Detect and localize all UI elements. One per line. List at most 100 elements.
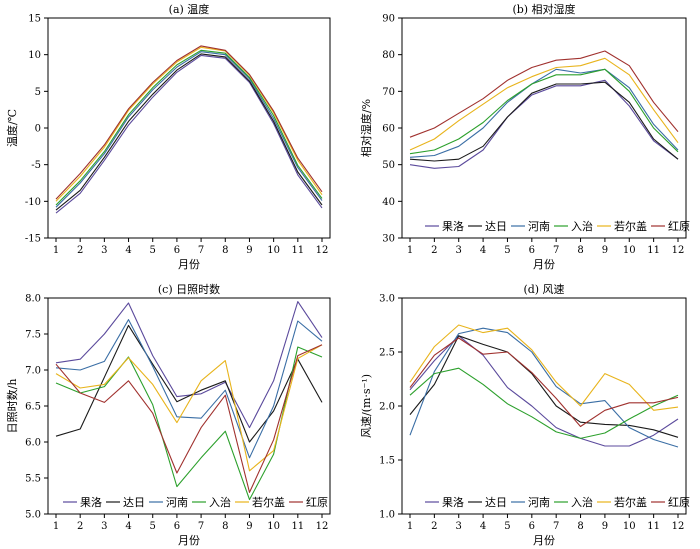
x-tick-label: 4 bbox=[125, 521, 131, 532]
x-tick-label: 9 bbox=[246, 521, 252, 532]
series-line-3 bbox=[55, 51, 323, 208]
y-tick-label: 1.0 bbox=[379, 510, 395, 521]
y-axis-label: 相对湿度/% bbox=[359, 99, 373, 157]
series-line-3 bbox=[409, 68, 679, 158]
x-tick-label: 6 bbox=[174, 245, 180, 256]
legend-label: 达日 bbox=[485, 496, 507, 509]
y-tick-label: 80 bbox=[382, 50, 395, 61]
y-tick-label: -15 bbox=[25, 234, 41, 245]
x-tick-label: 10 bbox=[267, 245, 280, 256]
series-line-6 bbox=[55, 344, 323, 493]
x-tick-label: 3 bbox=[456, 521, 462, 532]
x-tick-label: 2 bbox=[77, 521, 83, 532]
series-line-2 bbox=[55, 53, 323, 211]
x-tick-label: 10 bbox=[623, 521, 636, 532]
series-line-2 bbox=[409, 335, 679, 438]
y-tick-label: -10 bbox=[25, 197, 41, 208]
x-tick-label: 7 bbox=[198, 245, 204, 256]
y-tick-label: 6.5 bbox=[25, 402, 41, 413]
x-tick-label: 9 bbox=[246, 245, 252, 256]
legend-label: 达日 bbox=[123, 496, 145, 509]
y-tick-label: 2.0 bbox=[379, 402, 395, 413]
series-line-1 bbox=[55, 301, 323, 429]
series-line-4 bbox=[55, 346, 323, 501]
y-tick-label: 30 bbox=[382, 234, 395, 245]
x-tick-label: 10 bbox=[267, 521, 280, 532]
legend-label: 河南 bbox=[166, 496, 188, 509]
series-line-1 bbox=[55, 54, 323, 214]
x-tick-label: 10 bbox=[623, 245, 636, 256]
x-tick-label: 4 bbox=[125, 245, 131, 256]
y-tick-label: 10 bbox=[28, 50, 41, 61]
x-tick-label: 11 bbox=[291, 245, 304, 256]
y-tick-label: 50 bbox=[382, 160, 395, 171]
legend-label: 若尔盖 bbox=[252, 495, 285, 509]
chart-title: (b) 相对湿度 bbox=[512, 2, 575, 16]
y-tick-label: 6.0 bbox=[25, 438, 41, 449]
x-tick-label: 5 bbox=[504, 245, 510, 256]
legend-label: 入治 bbox=[209, 495, 231, 509]
x-tick-label: 2 bbox=[431, 521, 437, 532]
y-tick-label: 90 bbox=[382, 14, 395, 25]
x-tick-label: 11 bbox=[291, 521, 304, 532]
y-tick-label: 5 bbox=[35, 87, 41, 98]
panel-temperature: (a) 温度1 2 3 4 5 6 7 8 9 10 11 12月份-15-10-5051015温度/… bbox=[5, 2, 331, 271]
x-tick-label: 3 bbox=[101, 245, 107, 256]
y-tick-label: -5 bbox=[31, 160, 41, 171]
x-tick-label: 6 bbox=[529, 521, 535, 532]
series-line-1 bbox=[409, 79, 679, 169]
x-tick-label: 11 bbox=[647, 245, 660, 256]
y-tick-label: 7.0 bbox=[25, 366, 41, 377]
x-tick-label: 8 bbox=[222, 245, 228, 256]
legend-label: 若尔盖 bbox=[614, 495, 647, 509]
legend-label: 河南 bbox=[528, 496, 550, 509]
x-axis-label: 月份 bbox=[533, 534, 555, 547]
plot-frame bbox=[401, 17, 687, 239]
series-line-6 bbox=[55, 45, 323, 200]
series-line-4 bbox=[409, 68, 679, 155]
y-tick-label: 5.5 bbox=[25, 474, 41, 485]
series-line-6 bbox=[409, 50, 679, 138]
series-line-5 bbox=[409, 324, 679, 411]
x-tick-label: 7 bbox=[553, 245, 559, 256]
legend-label: 河南 bbox=[528, 220, 550, 233]
x-axis-label: 月份 bbox=[178, 534, 200, 547]
x-tick-label: 4 bbox=[480, 245, 486, 256]
x-tick-label: 8 bbox=[577, 521, 583, 532]
legend-label: 红原 bbox=[668, 220, 690, 233]
legend-label: 入治 bbox=[571, 219, 593, 233]
panel-wind-speed: (d) 风速1 2 3 4 5 6 7 8 9 10 11 12月份1.01.52.02.53.0风速… bbox=[360, 283, 690, 547]
x-tick-label: 5 bbox=[504, 521, 510, 532]
series-line-5 bbox=[409, 57, 679, 151]
x-tick-label: 8 bbox=[222, 521, 228, 532]
x-tick-label: 5 bbox=[150, 521, 156, 532]
series-line-2 bbox=[55, 324, 323, 443]
x-tick-label: 2 bbox=[77, 245, 83, 256]
x-tick-label: 8 bbox=[577, 245, 583, 256]
x-tick-label: 12 bbox=[316, 521, 329, 532]
x-tick-label: 12 bbox=[672, 521, 685, 532]
series-line-5 bbox=[55, 344, 323, 472]
x-tick-label: 5 bbox=[150, 245, 156, 256]
x-tick-label: 7 bbox=[198, 521, 204, 532]
x-tick-label: 9 bbox=[602, 521, 608, 532]
x-axis-label: 月份 bbox=[178, 258, 200, 271]
x-tick-label: 6 bbox=[529, 245, 535, 256]
y-tick-label: 40 bbox=[382, 197, 395, 208]
legend-label: 红原 bbox=[668, 496, 690, 509]
x-tick-label: 2 bbox=[431, 245, 437, 256]
series-line-4 bbox=[409, 367, 679, 439]
y-axis-label: 温度/℃ bbox=[5, 109, 19, 147]
y-tick-label: 0 bbox=[35, 124, 41, 135]
x-tick-label: 1 bbox=[53, 521, 59, 532]
y-tick-label: 3.0 bbox=[379, 294, 395, 305]
y-tick-label: 8.0 bbox=[25, 294, 41, 305]
y-tick-label: 70 bbox=[382, 87, 395, 98]
y-tick-label: 60 bbox=[382, 124, 395, 135]
y-axis-label: 风速/(m·s⁻¹) bbox=[360, 374, 373, 438]
x-tick-label: 9 bbox=[602, 245, 608, 256]
legend-label: 入治 bbox=[571, 495, 593, 509]
chart-title: (d) 风速 bbox=[523, 283, 564, 296]
